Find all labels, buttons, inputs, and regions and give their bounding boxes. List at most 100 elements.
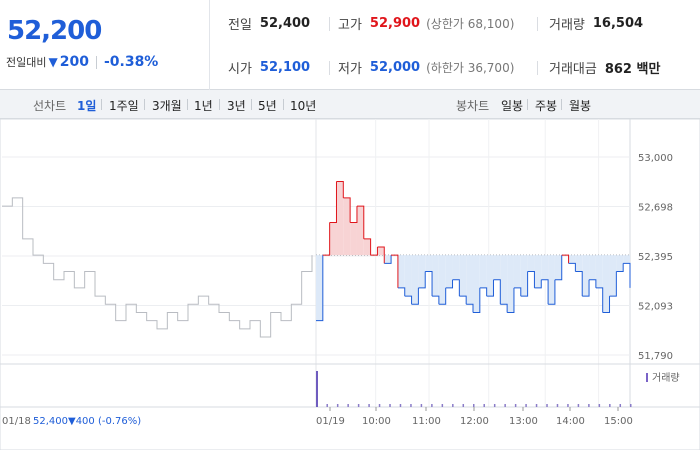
price-line-segment (411, 287, 419, 305)
price-line-segment (425, 271, 433, 297)
volume-bar (441, 404, 444, 407)
price-line-segment (493, 279, 501, 305)
down-area (404, 255, 412, 297)
stat-amount: 거래대금 862 백만 (549, 57, 660, 77)
stat-label: 시가 (228, 61, 252, 77)
price-line-segment (554, 255, 563, 281)
x-tick-label: 10:00 (362, 416, 391, 427)
stat-high: 고가 52,900 (상한가 68,100) (338, 13, 514, 33)
y-tick-label: 52,093 (638, 302, 673, 313)
stat-value: 52,000 (369, 59, 421, 75)
volume-bar (577, 404, 580, 407)
volume-bar (336, 404, 339, 407)
down-area (493, 255, 501, 280)
down-area (466, 255, 473, 305)
period-monthly-candle-tab[interactable]: 월봉 (569, 99, 592, 113)
y-tick-label: 52,698 (638, 203, 673, 214)
period-3m-tab[interactable]: 3개월 (152, 99, 182, 113)
price-line-segment (329, 181, 337, 223)
down-triangle-icon: ▼ (48, 55, 58, 69)
volume-bar (493, 404, 496, 407)
price-line-segment (322, 222, 331, 256)
up-area (350, 222, 357, 256)
period-1d-tab[interactable]: 1일 (77, 99, 97, 113)
change-percent: -0.38% (103, 54, 159, 70)
change-label: 전일대비 (6, 56, 47, 69)
down-area (534, 255, 542, 288)
volume-legend-label: 거래량 (652, 372, 680, 384)
stat-value: 52,100 (259, 59, 311, 75)
up-area (336, 181, 344, 256)
stats-panel: 전일 52,400 고가 52,900 (상한가 68,100) 거래량 16,… (211, 0, 700, 90)
price-chart[interactable]: 53,000 52,698 52,395 52,093 51,790 거래량 01/19 10… (0, 119, 700, 450)
price-line-segment (391, 254, 399, 288)
volume-bar (452, 404, 454, 407)
down-area (479, 255, 487, 288)
period-1y-tab[interactable]: 1년 (194, 99, 213, 113)
volume-bar (504, 404, 506, 407)
price-line-segment (582, 279, 590, 297)
volume-bar (347, 404, 349, 407)
current-price: 52,200 (7, 16, 102, 46)
period-10y-tab[interactable]: 10년 (290, 99, 317, 113)
volume-bar (525, 404, 527, 407)
down-area (507, 255, 514, 313)
price-line-segment (513, 287, 522, 297)
y-tick-label: 53,000 (638, 153, 673, 164)
down-area (520, 255, 528, 297)
down-area (609, 255, 617, 297)
period-5y-tab[interactable]: 5년 (258, 99, 277, 113)
period-1w-tab[interactable]: 1주일 (109, 99, 139, 113)
period-daily-candle-tab[interactable]: 일봉 (501, 99, 524, 113)
x-tick-label: 11:00 (412, 416, 441, 427)
down-area (575, 255, 583, 272)
price-line-segment (336, 181, 344, 198)
price-line-segment (384, 255, 392, 264)
divider (144, 99, 145, 110)
price-line-segment (575, 271, 583, 297)
price-line-segment (343, 197, 351, 223)
stat-prev-close: 전일 52,400 (228, 13, 310, 33)
down-area (459, 255, 467, 297)
period-3y-tab[interactable]: 3년 (227, 99, 246, 113)
price-line-segment (595, 287, 604, 313)
x-tick-label: 12:00 (460, 416, 489, 427)
down-area (541, 255, 549, 280)
volume-bar (357, 404, 360, 407)
up-area (356, 206, 364, 256)
down-area (602, 255, 610, 313)
candle-chart-label: 봉차트 (456, 99, 490, 113)
divider (329, 61, 330, 75)
price-line-segment (404, 295, 413, 305)
line-chart-label: 선차트 (33, 99, 67, 113)
stat-label: 전일 (228, 17, 252, 33)
change-value: 200 (59, 54, 89, 70)
volume-bar (619, 404, 622, 407)
volume-bar (535, 404, 538, 407)
price-line-segment (316, 255, 324, 322)
stat-label: 거래량 (549, 17, 585, 33)
period-weekly-candle-tab[interactable]: 주봉 (535, 99, 558, 113)
divider (219, 99, 220, 110)
x-tick-label: 01/19 (316, 416, 345, 427)
volume-bar (420, 404, 423, 407)
stat-value: 862 백만 (604, 61, 661, 77)
up-area (363, 238, 371, 256)
up-area (329, 222, 337, 256)
price-line-segment (466, 303, 474, 313)
stat-label: 저가 (338, 61, 362, 77)
volume-bar (630, 404, 632, 407)
change-row: 전일대비 ▼ 200 -0.38% (6, 54, 158, 70)
divider (283, 99, 284, 110)
stat-open: 시가 52,100 (228, 57, 310, 77)
divider (95, 55, 97, 69)
x-tick-label: 14:00 (556, 416, 585, 427)
volume-bar (473, 404, 475, 407)
price-line-segment (356, 205, 365, 239)
price-line-segment (473, 287, 481, 313)
volume-bar (514, 404, 517, 407)
price-line-segment (479, 287, 488, 297)
volume-bar (609, 404, 611, 407)
chart-frame (0, 119, 700, 450)
volume-bar (483, 404, 485, 407)
